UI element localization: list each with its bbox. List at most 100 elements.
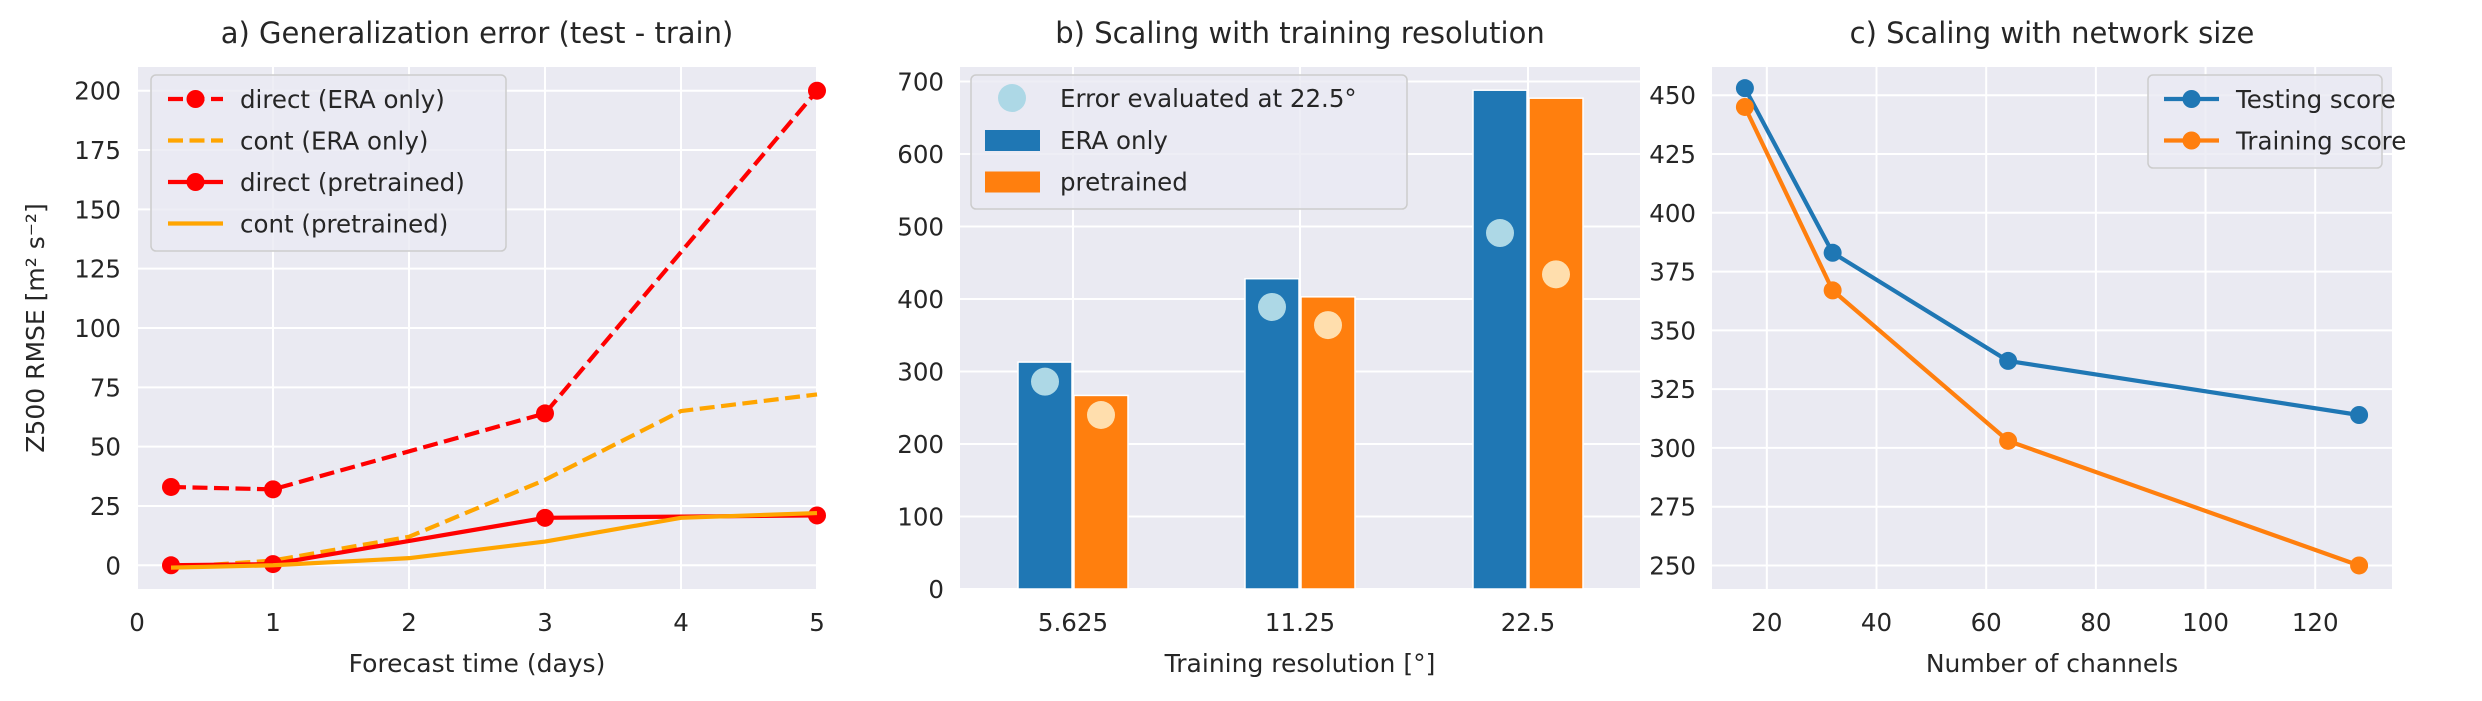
y-tick-label: 0 (928, 575, 944, 604)
x-tick-label: 0 (129, 608, 145, 637)
legend-swatch (985, 130, 1040, 151)
x-tick-label: 5 (809, 608, 825, 637)
data-point (1999, 351, 2018, 370)
y-tick-label: 375 (1649, 258, 1696, 287)
x-axis-label: Forecast time (days) (349, 649, 606, 678)
data-point (264, 480, 282, 499)
y-tick-label: 350 (1649, 316, 1696, 345)
bar (1244, 277, 1300, 590)
data-point (1735, 97, 1754, 116)
y-tick-label: 300 (897, 358, 944, 387)
legend-label: cont (pretrained) (240, 210, 448, 239)
data-point (162, 556, 180, 575)
legend-label: Error evaluated at 22.5° (1060, 84, 1357, 113)
x-tick-label: 22.5 (1501, 608, 1556, 637)
legend-label: pretrained (1060, 168, 1188, 197)
legend-marker (998, 84, 1026, 112)
y-tick-label: 275 (1649, 493, 1696, 522)
data-point (536, 404, 554, 423)
data-point (1735, 79, 1754, 98)
series-line (1743, 106, 2360, 568)
y-tick-label: 125 (74, 255, 121, 284)
panel-a-generalization-error: 0 1 2 3 4 5 0 25 50 75 100 125 150 175 200 a) General… (21, 16, 826, 678)
legend: Error evaluated at 22.5° ERA only pretrain… (970, 74, 1408, 210)
data-point (2350, 406, 2369, 424)
data-point (1823, 243, 1842, 262)
x-tick-label: 40 (1861, 608, 1892, 637)
y-tick-label: 425 (1649, 140, 1696, 169)
y-tick-label: 250 (1649, 551, 1696, 580)
x-tick-label: 3 (537, 608, 553, 637)
data-point (1999, 431, 2018, 450)
y-tick-label: 200 (897, 430, 944, 459)
x-tick-label: 100 (2182, 608, 2229, 637)
y-tick-label: 450 (1649, 81, 1696, 110)
y-tick-label: 0 (105, 551, 121, 580)
series-group (162, 81, 826, 575)
chart-title: c) Scaling with network size (1850, 16, 2255, 50)
legend-label: cont (ERA only) (240, 127, 428, 156)
bar (1017, 361, 1073, 590)
y-tick-label: 175 (74, 136, 121, 165)
y-tick-labels: 0 100 200 300 400 500 600 700 (897, 68, 944, 605)
overlay-point (1258, 292, 1286, 321)
data-point (2350, 556, 2369, 575)
series-line (170, 89, 819, 492)
legend-box (970, 74, 1408, 210)
data-point (808, 81, 826, 100)
x-tick-labels: 20 40 60 80 100 120 (1751, 608, 2338, 637)
x-tick-labels: 5.625 11.25 22.5 (1038, 608, 1555, 637)
data-point (536, 508, 554, 527)
y-tick-label: 700 (897, 68, 944, 97)
y-tick-label: 25 (90, 492, 121, 521)
chart-title: a) Generalization error (test - train) (221, 16, 734, 50)
overlay-point (1087, 401, 1115, 429)
x-tick-label: 5.625 (1038, 608, 1108, 637)
y-tick-label: 500 (897, 213, 944, 242)
bar (1472, 89, 1528, 590)
x-tick-label: 1 (265, 608, 281, 637)
x-axis-label: Training resolution [°] (1164, 649, 1436, 678)
legend-marker (186, 90, 205, 108)
chart-title: b) Scaling with training resolution (1055, 16, 1544, 50)
x-axis-label: Number of channels (1926, 649, 2178, 678)
y-tick-label: 200 (74, 77, 121, 106)
bar (1300, 296, 1356, 590)
y-tick-labels: 0 25 50 75 100 125 150 175 200 (74, 77, 121, 581)
data-point (1823, 281, 1842, 300)
overlay-points-group (1031, 219, 1570, 429)
x-tick-label: 2 (401, 608, 417, 637)
x-tick-label: 120 (2292, 608, 2339, 637)
x-tick-label: 80 (2080, 608, 2111, 637)
y-tick-label: 100 (897, 503, 944, 532)
legend-marker (2182, 90, 2201, 108)
panel-c-scaling-network-size: 20 40 60 80 100 120 250 275 300 325 350 375 400 425 4… (1649, 16, 2406, 678)
y-tick-label: 325 (1649, 375, 1696, 404)
y-tick-label: 100 (74, 314, 121, 343)
y-tick-label: 150 (74, 195, 121, 224)
legend-marker (186, 173, 205, 191)
x-tick-label: 4 (673, 608, 689, 637)
y-tick-label: 50 (90, 433, 121, 462)
series-line (170, 392, 818, 570)
y-tick-label: 400 (897, 285, 944, 314)
x-tick-labels: 0 1 2 3 4 5 (129, 608, 825, 637)
y-tick-labels: 250 275 300 325 350 375 400 425 450 (1649, 81, 1696, 580)
y-tick-label: 300 (1649, 434, 1696, 463)
overlay-point (1542, 260, 1570, 289)
overlay-point (1314, 311, 1342, 340)
legend-box (150, 74, 507, 252)
series-line (170, 510, 818, 570)
legend-swatch (985, 171, 1040, 193)
legend-label: direct (pretrained) (240, 168, 465, 197)
x-tick-label: 60 (1971, 608, 2002, 637)
bar (1528, 97, 1584, 590)
series-group (1735, 79, 2369, 575)
data-point (808, 506, 826, 525)
legend-label: Testing score (2235, 85, 2396, 114)
overlay-point (1031, 367, 1059, 396)
legend: Testing score Training score (2147, 74, 2406, 169)
y-tick-label: 600 (897, 140, 944, 169)
panel-b-scaling-resolution: 5.625 11.25 22.5 0 100 200 300 400 500 600 700 b)… (897, 16, 1640, 678)
